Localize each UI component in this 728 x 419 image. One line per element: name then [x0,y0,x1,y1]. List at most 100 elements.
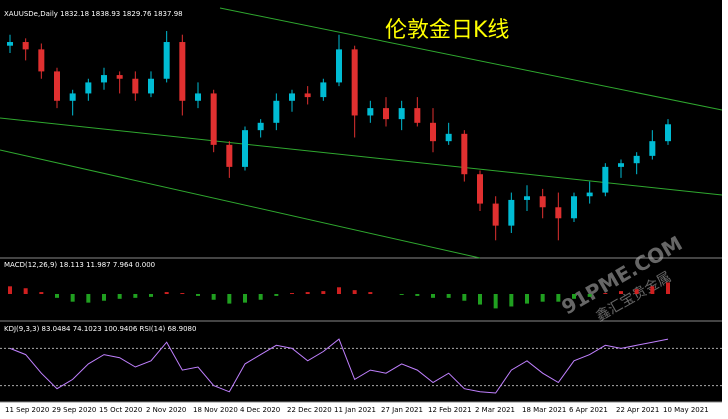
macd-bar [650,286,655,294]
candle-body [289,93,295,101]
macd-bar [211,294,216,300]
x-axis-label: 27 Jan 2021 [381,406,423,414]
channel-line [0,149,481,259]
candle-body [85,82,92,94]
candle-body [304,93,311,98]
candle-body [132,78,139,94]
macd-bar [8,286,12,294]
macd-bar [587,294,592,297]
macd-bar [39,292,44,294]
macd-bar [196,294,200,296]
candle-body [116,75,123,79]
candle-body [101,75,107,83]
macd-bar [493,294,498,309]
candle-body [414,108,421,123]
x-axis-label: 29 Sep 2020 [52,406,96,414]
candle-body [461,133,468,175]
x-axis-label: 11 Jan 2021 [334,406,376,414]
candle-body [539,196,546,208]
x-axis-label: 10 May 2021 [663,406,709,414]
macd-bar [509,294,514,307]
macd-bar [227,294,232,304]
macd-bar [305,292,310,294]
x-axis-label: 2 Nov 2020 [146,406,186,414]
candle-body [210,93,217,145]
macd-bar [666,282,670,294]
macd-bar [180,293,185,294]
macd-label: MACD(12,26,9) 18.113 11.987 7.964 0.000 [4,261,155,269]
symbol-header: XAUUSDe,Daily 1832.18 1838.93 1829.76 18… [4,10,183,18]
macd-bar [368,292,373,294]
candle-body [351,49,358,116]
candle-body [179,42,186,101]
macd-bar [540,294,545,302]
macd-bar [290,293,294,294]
macd-bar [337,287,341,294]
candle-body [69,93,76,101]
macd-bar [321,291,326,294]
macd-bar [274,294,279,296]
x-axis-label: 22 Dec 2020 [287,406,332,414]
kdj-line [9,338,669,394]
macd-bar [572,294,576,299]
x-axis-label: 4 Dec 2020 [240,406,280,414]
x-axis-label: 22 Apr 2021 [616,406,659,414]
macd-bar [102,294,106,301]
macd-bar [634,289,639,294]
candle-body [22,42,29,50]
candle-body [602,166,609,193]
candle-body [618,163,624,167]
macd-bar [133,294,138,298]
candle-body [665,124,671,142]
chart-background [0,0,722,402]
macd-bar [117,294,122,299]
macd-bar [399,294,404,295]
macd-bar [23,288,28,294]
macd-bar [55,294,59,298]
candle-body [398,108,405,120]
macd-bar [462,294,467,301]
x-axis-label: 15 Oct 2020 [99,406,142,414]
candle-body [336,49,342,83]
candle-body [38,49,45,72]
macd-bar [164,292,169,294]
channel-line [0,117,723,196]
candle-body [633,155,640,164]
x-axis-label: 12 Feb 2021 [428,406,472,414]
kdj-label: KDJ(9,3,3) 83.0484 74.1023 100.9406 RSI(… [4,325,196,333]
macd-bar [478,294,482,305]
candle-body [430,122,436,142]
macd-bar [258,294,263,300]
candle-body [7,42,13,46]
macd-bar [243,294,247,303]
candle-body [54,71,60,101]
macd-bar [446,294,451,298]
channel-line [219,7,723,111]
macd-bar [525,294,529,304]
candle-body [555,207,562,219]
candle-body [195,93,201,101]
macd-bar [619,291,623,294]
candle-body [273,100,280,123]
candle-body [586,192,593,197]
x-axis-label: 11 Sep 2020 [5,406,49,414]
macd-bar [352,290,357,294]
macd-bar [431,294,435,298]
x-axis-label: 18 Nov 2020 [193,406,238,414]
candle-body [257,122,264,131]
candle-body [148,78,154,94]
x-axis-label: 2 Mar 2021 [475,406,515,414]
candle-body [242,130,248,167]
x-axis-label: 6 Apr 2021 [569,406,608,414]
macd-bar [603,293,608,294]
x-axis-label: 18 Mar 2021 [522,406,566,414]
candle-body [226,144,233,167]
macd-bar [86,294,91,303]
chart-title: 伦敦金日K线 [385,18,509,43]
candle-body [163,42,170,79]
candle-body [492,203,499,226]
candle-body [445,133,452,142]
candle-body [649,141,656,156]
candle-body [367,108,374,116]
